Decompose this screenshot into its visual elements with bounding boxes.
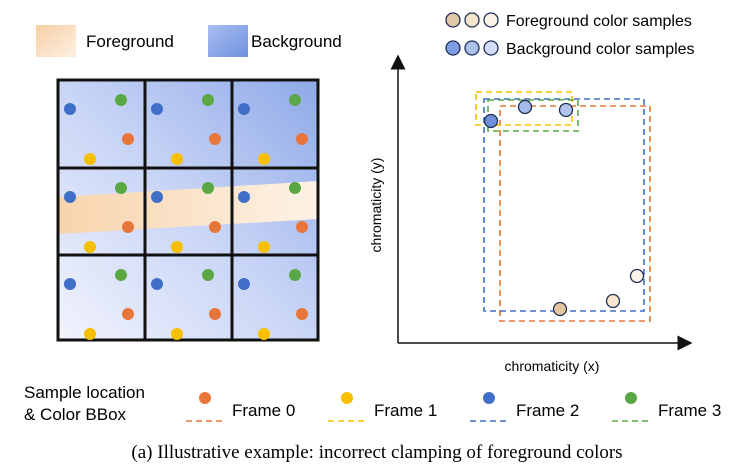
- frame-2-sample-dot: [151, 191, 163, 203]
- chromaticity-plot: chromaticity (y) chromaticity (x): [368, 54, 693, 374]
- frame-0-sample-dot: [122, 133, 134, 145]
- frame-2-sample-dot: [151, 278, 163, 290]
- frame-3-label: Frame 3: [658, 401, 721, 420]
- frame-3-dot: [625, 392, 637, 404]
- y-axis-label: chromaticity (y): [368, 158, 384, 253]
- frame-0-sample-dot: [296, 133, 308, 145]
- bg-color-sample: [558, 102, 574, 118]
- frame-1-sample-dot: [171, 328, 183, 340]
- frame-3-sample-dot: [289, 269, 301, 281]
- frame-2-sample-dot: [151, 103, 163, 115]
- frame-0-sample-dot: [296, 221, 308, 233]
- frame-1-label: Frame 1: [374, 401, 437, 420]
- frame-1-sample-dot: [84, 153, 96, 165]
- frame-3-sample-dot: [202, 269, 214, 281]
- bg-samples-label: Background color samples: [506, 41, 695, 58]
- bg-sample-marker: [464, 40, 480, 56]
- fg-sample-marker: [483, 12, 499, 28]
- bg-sample-marker: [483, 40, 499, 56]
- fg-color-sample: [629, 268, 645, 284]
- frame-1-sample-dot: [84, 241, 96, 253]
- frame-0-label: Frame 0: [232, 401, 295, 420]
- frame-1-sample-dot: [171, 153, 183, 165]
- frame-1-sample-dot: [258, 241, 270, 253]
- frame-1-sample-dot: [258, 153, 270, 165]
- frame-3-sample-dot: [115, 94, 127, 106]
- bbox-frame-0: [499, 105, 651, 322]
- frame-1-sample-dot: [171, 241, 183, 253]
- bg-samples-legend: Background color samples: [445, 40, 695, 58]
- background-label: Background: [251, 32, 342, 51]
- fg-color-sample: [605, 293, 621, 309]
- frame-3-sample-dot: [202, 182, 214, 194]
- frame-legend: Sample location & Color BBox Frame 0 Fra…: [24, 383, 721, 424]
- frame-0-sample-dot: [209, 308, 221, 320]
- frame-0-sample-dot: [296, 308, 308, 320]
- legend-title-line1: Sample location: [24, 383, 145, 402]
- bg-color-sample: [483, 113, 499, 129]
- foreground-swatch: [36, 25, 76, 57]
- frame-2-label: Frame 2: [516, 401, 579, 420]
- frame-0-sample-dot: [209, 221, 221, 233]
- frame-2-sample-dot: [238, 191, 250, 203]
- frame-3-sample-dot: [115, 182, 127, 194]
- foreground-band: [58, 181, 318, 234]
- foreground-label: Foreground: [86, 32, 174, 51]
- frame-1-sample-dot: [84, 328, 96, 340]
- fg-sample-marker: [445, 12, 461, 28]
- bg-color-sample: [517, 99, 533, 115]
- frame-0-sample-dot: [122, 221, 134, 233]
- fg-color-sample: [552, 301, 568, 317]
- fg-samples-legend: Foreground color samples: [445, 12, 692, 30]
- frame-0-dot: [199, 392, 211, 404]
- background-swatch: [208, 25, 248, 57]
- frame-1-sample-dot: [258, 328, 270, 340]
- fg-samples-label: Foreground color samples: [506, 13, 692, 30]
- bbox-frame-3: [487, 99, 579, 132]
- figure-caption: (a) Illustrative example: incorrect clam…: [131, 442, 622, 463]
- legend-title-line2: & Color BBox: [24, 405, 127, 424]
- frame-2-dot: [483, 392, 495, 404]
- frame-3-sample-dot: [289, 182, 301, 194]
- frame-2-sample-dot: [238, 103, 250, 115]
- fg-sample-marker: [464, 12, 480, 28]
- frame-grid: [56, 78, 320, 342]
- frame-2-sample-dot: [64, 103, 76, 115]
- frame-3-sample-dot: [202, 94, 214, 106]
- bg-sample-marker: [445, 40, 461, 56]
- frame-2-sample-dot: [238, 278, 250, 290]
- frame-0-sample-dot: [209, 133, 221, 145]
- frame-3-sample-dot: [115, 269, 127, 281]
- sample-dots: [64, 94, 308, 340]
- frame-3-sample-dot: [289, 94, 301, 106]
- frame-0-sample-dot: [122, 308, 134, 320]
- frame-1-dot: [341, 392, 353, 404]
- grid-lines: [56, 78, 320, 342]
- x-axis-label: chromaticity (x): [505, 358, 600, 374]
- frame-2-sample-dot: [64, 278, 76, 290]
- frame-2-sample-dot: [64, 191, 76, 203]
